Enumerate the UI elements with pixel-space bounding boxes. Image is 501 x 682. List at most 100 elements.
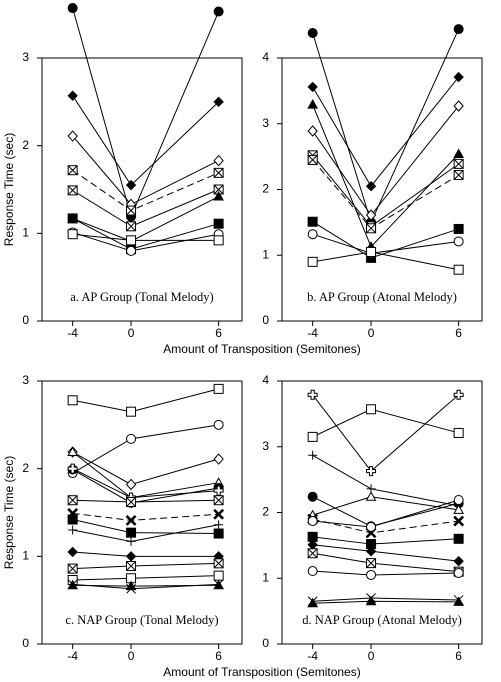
- marker: [453, 533, 464, 544]
- marker: [67, 514, 78, 525]
- marker: [214, 520, 224, 530]
- marker-shape: [307, 597, 319, 608]
- marker: [307, 125, 318, 137]
- x-axis-label: Amount of Transposition (Semitones): [163, 342, 360, 356]
- series-line: [312, 454, 459, 507]
- marker-shape: [453, 389, 464, 400]
- marker: [213, 528, 224, 539]
- marker-shape: [453, 159, 464, 169]
- marker: [453, 71, 464, 83]
- marker: [125, 179, 137, 191]
- y-axis-label: Response Time (sec): [2, 456, 16, 569]
- plot-frame: [281, 57, 483, 322]
- marker-shape: [67, 185, 78, 196]
- marker-shape: [307, 491, 318, 502]
- marker: [213, 579, 224, 590]
- series-line: [312, 251, 459, 271]
- series-line: [312, 536, 459, 545]
- series-line: [312, 552, 459, 573]
- marker: [366, 558, 377, 569]
- marker: [453, 515, 465, 527]
- series-line: [72, 135, 219, 206]
- series-line: [72, 196, 219, 242]
- marker-shape: [307, 431, 318, 442]
- marker-shape: [365, 209, 377, 221]
- marker-shape: [125, 514, 137, 526]
- series-line: [72, 169, 219, 212]
- series-line: [72, 584, 219, 587]
- marker-shape: [126, 221, 136, 232]
- marker: [365, 546, 377, 557]
- marker: [213, 485, 224, 496]
- series-line: [312, 233, 459, 254]
- marker: [453, 596, 464, 606]
- marker-shape: [67, 229, 78, 240]
- marker: [126, 205, 137, 216]
- series-line: [312, 597, 459, 602]
- marker-shape: [67, 495, 78, 506]
- series-line: [312, 499, 459, 528]
- marker: [366, 466, 377, 477]
- marker-shape: [453, 427, 464, 438]
- marker-shape: [366, 404, 377, 415]
- marker-shape: [213, 453, 224, 465]
- marker: [307, 431, 318, 442]
- series-line: [312, 570, 459, 576]
- marker-shape: [307, 125, 318, 137]
- marker-shape: [365, 546, 377, 557]
- marker: [453, 170, 464, 181]
- marker-shape: [213, 184, 224, 195]
- marker-shape: [453, 567, 464, 578]
- marker-shape: [213, 579, 224, 590]
- marker: [68, 525, 78, 535]
- y-tick-label: 3: [22, 373, 29, 387]
- marker-shape: [126, 561, 136, 571]
- marker-shape: [67, 579, 79, 590]
- y-tick-label: 0: [22, 636, 29, 650]
- marker-shape: [307, 28, 318, 39]
- marker: [453, 158, 464, 169]
- marker-shape: [453, 495, 464, 506]
- marker-shape: [213, 6, 224, 17]
- marker: [453, 389, 464, 400]
- marker-shape: [125, 179, 137, 191]
- marker-shape: [307, 389, 318, 400]
- marker-shape: [453, 170, 464, 180]
- series-line: [312, 159, 459, 229]
- series-line: [312, 105, 460, 216]
- marker: [307, 597, 319, 608]
- series-line: [72, 388, 219, 413]
- marker-shape: [213, 190, 224, 201]
- marker: [213, 154, 224, 167]
- marker-shape: [126, 527, 137, 538]
- y-tick-label: 2: [22, 461, 29, 475]
- marker: [67, 130, 78, 142]
- marker: [126, 433, 137, 444]
- marker: [213, 508, 225, 520]
- marker-shape: [453, 504, 464, 514]
- x-tick-label: 6: [215, 649, 222, 663]
- marker-shape: [126, 245, 137, 256]
- series-line: [72, 519, 219, 535]
- marker: [213, 453, 224, 465]
- marker-shape: [213, 570, 224, 581]
- marker: [67, 463, 78, 474]
- series-line: [72, 512, 219, 521]
- marker: [453, 236, 464, 247]
- series-line: [312, 221, 459, 259]
- marker-shape: [68, 525, 78, 535]
- marker: [213, 6, 224, 17]
- series-line: [72, 451, 219, 499]
- marker-shape: [213, 96, 224, 108]
- marker: [307, 81, 318, 93]
- marker: [213, 383, 224, 394]
- x-tick-label: -4: [67, 326, 78, 340]
- marker: [126, 536, 136, 546]
- marker-shape: [308, 450, 318, 460]
- y-tick-label: 3: [262, 439, 269, 453]
- marker-shape: [126, 536, 136, 546]
- marker: [126, 496, 137, 507]
- marker: [307, 491, 318, 502]
- marker-shape: [67, 546, 78, 558]
- marker: [213, 167, 224, 178]
